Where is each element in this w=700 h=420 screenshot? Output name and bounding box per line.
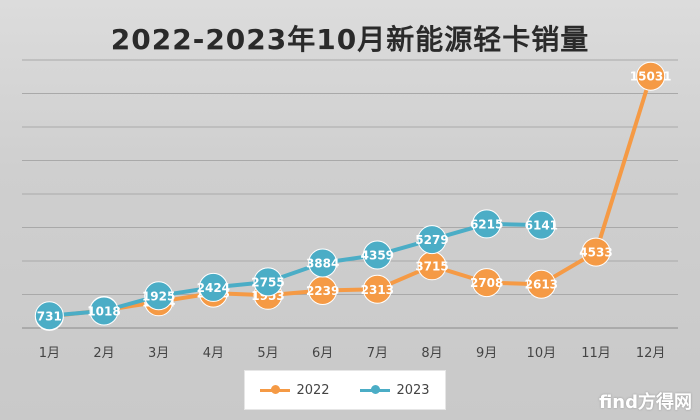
x-tick-label: 8月 bbox=[421, 346, 442, 361]
data-point-2023 bbox=[89, 296, 119, 326]
legend-swatch-2023 bbox=[360, 385, 391, 394]
x-tick-label: 10月 bbox=[527, 346, 557, 361]
x-tick-label: 3月 bbox=[148, 346, 169, 361]
legend-label-2023: 2023 bbox=[396, 382, 430, 398]
legend: 2022 2023 bbox=[244, 370, 446, 410]
data-label-2022: 2239 bbox=[306, 284, 339, 298]
data-label-2023: 6215 bbox=[470, 217, 503, 231]
data-label-2023: 5279 bbox=[415, 233, 448, 247]
x-tick-label: 1月 bbox=[39, 346, 60, 361]
data-label-2023: 2424 bbox=[197, 281, 230, 295]
chart-title: 2022-2023年10月新能源轻卡销量 bbox=[110, 23, 590, 56]
series-line-2023 bbox=[49, 221, 542, 318]
x-tick-label: 7月 bbox=[367, 346, 388, 361]
data-point-2023 bbox=[417, 225, 447, 255]
x-tick-label: 6月 bbox=[312, 346, 333, 361]
data-point-2023 bbox=[362, 240, 392, 270]
data-label-2023: 731 bbox=[37, 309, 62, 323]
data-point-2023 bbox=[198, 272, 228, 302]
series-line-2022 bbox=[49, 75, 653, 319]
data-label-2023: 6141 bbox=[525, 219, 558, 233]
data-label-2023: 4359 bbox=[361, 248, 394, 262]
legend-item-2023: 2023 bbox=[360, 382, 430, 398]
data-point-2023 bbox=[144, 281, 174, 311]
data-point-2023 bbox=[253, 267, 283, 297]
data-point-2022 bbox=[362, 274, 392, 304]
data-label-2023: 1925 bbox=[142, 289, 175, 303]
data-label-2023: 2755 bbox=[251, 275, 284, 289]
data-point-2022 bbox=[581, 237, 611, 267]
data-point-2023 bbox=[34, 301, 64, 331]
data-point-2023 bbox=[472, 209, 502, 239]
x-tick-label: 2月 bbox=[93, 346, 114, 361]
x-tick-label: 11月 bbox=[581, 346, 611, 361]
data-label-2023: 3884 bbox=[306, 256, 339, 270]
data-point-2022 bbox=[526, 269, 556, 299]
data-point-2023 bbox=[526, 210, 556, 240]
data-label-2022: 15031 bbox=[630, 70, 672, 84]
data-point-2022 bbox=[472, 268, 502, 298]
x-tick-label: 12月 bbox=[636, 346, 666, 361]
x-tick-label: 5月 bbox=[257, 346, 278, 361]
data-label-2023: 1018 bbox=[87, 304, 120, 318]
watermark-logo: find方得网 bbox=[598, 392, 692, 413]
data-label-2022: 2613 bbox=[525, 278, 558, 292]
data-label-2022: 2313 bbox=[361, 283, 394, 297]
legend-swatch-2022 bbox=[260, 385, 291, 394]
x-tick-label: 4月 bbox=[203, 346, 224, 361]
data-point-2022 bbox=[636, 61, 666, 91]
data-point-2023 bbox=[308, 248, 338, 278]
data-label-2022: 2708 bbox=[470, 276, 503, 290]
legend-label-2022: 2022 bbox=[296, 382, 330, 398]
data-label-2022: 3715 bbox=[415, 259, 448, 273]
data-label-2022: 4533 bbox=[579, 246, 612, 260]
x-tick-label: 9月 bbox=[476, 346, 497, 361]
legend-item-2022: 2022 bbox=[260, 382, 330, 398]
